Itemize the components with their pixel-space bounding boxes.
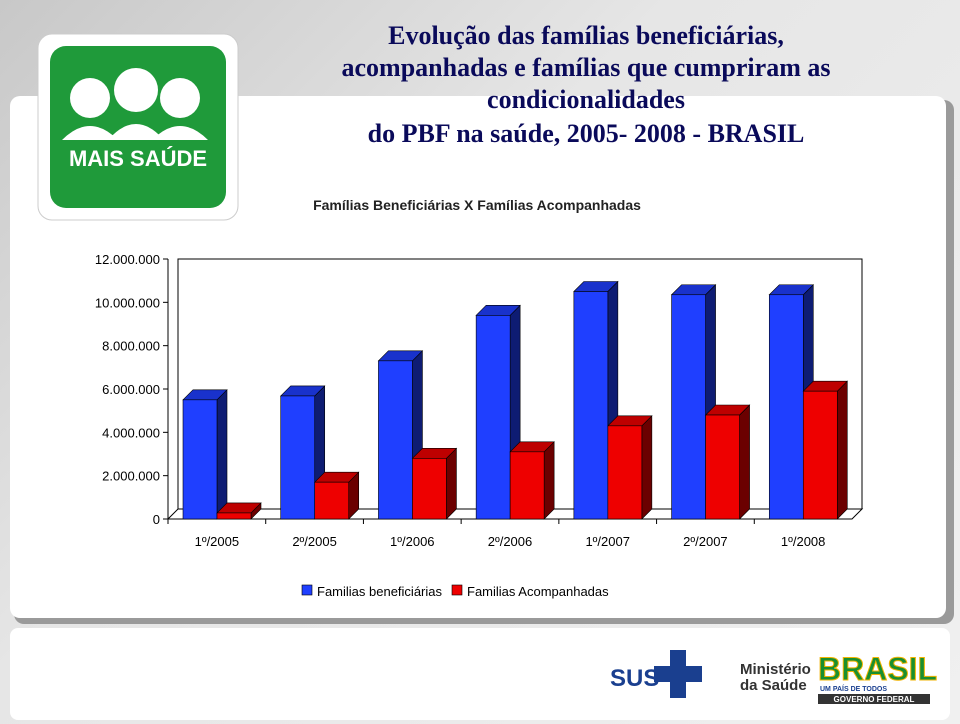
bar-side [446,447,457,520]
bar [802,390,838,520]
y-tick-label: 8.000.000 [102,339,160,354]
logo: MAIS SAÚDE [37,33,239,221]
bar [280,395,316,520]
bar [216,512,252,520]
bar [768,294,804,520]
title-line: do PBF na saúde, 2005- 2008 - BRASIL [368,119,805,148]
bar-side [216,389,228,520]
ministry-line: Ministério [740,661,811,678]
footer-panel [10,628,950,720]
sus-logo: SUS [610,665,659,692]
motto: UM PAÍS DE TODOS [820,684,887,693]
bar [475,315,511,520]
legend-label: Familias beneficiárias [317,584,442,599]
plot-frame [177,258,863,509]
legend-swatch [301,584,313,596]
y-tick-label: 12.000.000 [95,252,160,267]
bar-side [739,404,750,520]
x-tick-label: 1º/2008 [781,534,826,549]
x-tick-label: 2º/2007 [683,534,728,549]
bar [182,399,218,520]
bar-side [836,380,848,520]
y-tick-label: 0 [153,512,160,527]
bar [509,451,545,520]
bar [573,291,609,520]
y-tick-label: 10.000.000 [95,295,160,310]
x-tick-label: 2º/2005 [292,534,337,549]
sus-cross [654,650,702,698]
logo-text: MAIS SAÚDE [69,146,207,171]
bar-side [641,415,653,520]
y-tick-label: 4.000.000 [102,425,160,440]
y-tick-label: 2.000.000 [102,469,160,484]
bar [412,458,447,520]
government: GOVERNO FEDERAL [834,695,915,704]
x-tick-label: 1º/2007 [585,534,630,549]
title-line: acompanhadas e famílias que cumpriram as [342,53,831,82]
footer-logos: SUS Ministério da Saúde BRASIL UM PAÍS D… [610,650,938,704]
brasil-logo: BRASIL [818,651,937,687]
bar [378,360,413,520]
bar [314,481,350,520]
legend-swatch [451,584,463,596]
bar [671,294,706,520]
bar-side [543,441,555,520]
title-line: Evolução das famílias beneficiárias, [388,21,784,50]
gov-band [818,694,930,704]
bar [705,414,740,520]
legend-label: Familias Acompanhadas [467,584,609,599]
title-line: condicionalidades [487,85,685,114]
chart-title: Famílias Beneficiárias X Famílias Acompa… [313,197,641,213]
ministry-line: da Saúde [740,677,807,694]
x-tick-label: 2º/2006 [488,534,533,549]
x-tick-label: 1º/2005 [195,534,240,549]
x-tick-label: 1º/2006 [390,534,435,549]
bar [607,425,643,520]
y-tick-label: 6.000.000 [102,382,160,397]
